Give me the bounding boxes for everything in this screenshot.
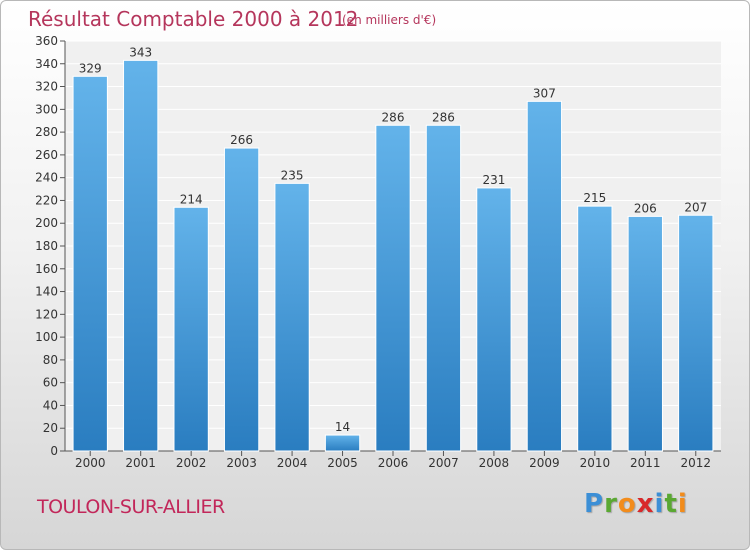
bar: [123, 59, 159, 452]
y-tick-label: 180: [35, 239, 58, 253]
x-tick-label: 2000: [75, 456, 106, 470]
x-tick-label: 2004: [277, 456, 308, 470]
data-label: 307: [533, 86, 556, 100]
commune-name: TOULON-SUR-ALLIER: [37, 496, 225, 518]
bar: [425, 124, 462, 452]
bar: [375, 124, 411, 452]
bar: [526, 100, 563, 452]
bar: [476, 187, 512, 452]
data-label: 207: [684, 200, 707, 214]
bar: [274, 182, 310, 452]
y-tick-label: 260: [35, 148, 58, 162]
data-label: 214: [180, 192, 203, 206]
x-tick-label: 2002: [176, 456, 207, 470]
data-label: 235: [281, 168, 304, 182]
bar: [223, 147, 260, 452]
data-label: 206: [634, 201, 657, 215]
x-tick-label: 2009: [529, 456, 560, 470]
x-tick-label: 2005: [327, 456, 358, 470]
y-tick-label: 20: [43, 421, 58, 435]
y-tick-label: 200: [35, 216, 58, 230]
proxiti-logo[interactable]: Proxiti: [584, 489, 688, 519]
logo-letter: r: [604, 489, 618, 519]
data-label: 231: [482, 173, 505, 187]
y-tick-label: 340: [35, 57, 58, 71]
logo-letter: o: [617, 489, 637, 519]
data-label: 329: [79, 61, 102, 75]
y-tick-label: 320: [35, 80, 58, 94]
x-tick-label: 2001: [125, 456, 156, 470]
data-label: 343: [129, 45, 152, 59]
bar: [577, 205, 613, 452]
logo-letter: x: [636, 489, 655, 519]
data-label: 286: [382, 110, 405, 124]
bar: [678, 214, 714, 452]
x-tick-label: 2011: [630, 456, 661, 470]
y-tick-label: 280: [35, 125, 58, 139]
data-label: 266: [230, 133, 253, 147]
chart-subtitle: (en milliers d'€): [342, 13, 437, 27]
y-tick-label: 100: [35, 330, 58, 344]
x-tick-label: 2006: [378, 456, 409, 470]
bar: [627, 215, 663, 452]
logo-letter: i: [654, 489, 665, 519]
bar: [324, 434, 361, 452]
y-tick-label: 240: [35, 171, 58, 185]
x-tick-label: 2003: [226, 456, 257, 470]
y-tick-label: 60: [43, 376, 58, 390]
data-label: 286: [432, 110, 455, 124]
y-tick-label: 220: [35, 193, 58, 207]
data-label: 14: [335, 420, 350, 434]
y-tick-label: 40: [43, 398, 58, 412]
x-tick-label: 2010: [580, 456, 611, 470]
y-tick-label: 360: [35, 34, 58, 48]
logo-letter: i: [677, 489, 688, 519]
y-tick-label: 160: [35, 262, 58, 276]
logo-letter: P: [584, 489, 605, 519]
x-tick-label: 2008: [479, 456, 510, 470]
y-tick-label: 140: [35, 285, 58, 299]
y-tick-label: 80: [43, 353, 58, 367]
x-tick-label: 2012: [680, 456, 711, 470]
y-tick-label: 0: [50, 444, 58, 458]
y-tick-label: 300: [35, 102, 58, 116]
bar: [173, 206, 209, 452]
chart-title: Résultat Comptable 2000 à 2012: [28, 7, 359, 31]
logo-letter: t: [664, 489, 678, 519]
x-tick-label: 2007: [428, 456, 459, 470]
data-label: 215: [583, 191, 606, 205]
y-tick-label: 120: [35, 307, 58, 321]
bar: [72, 75, 108, 452]
